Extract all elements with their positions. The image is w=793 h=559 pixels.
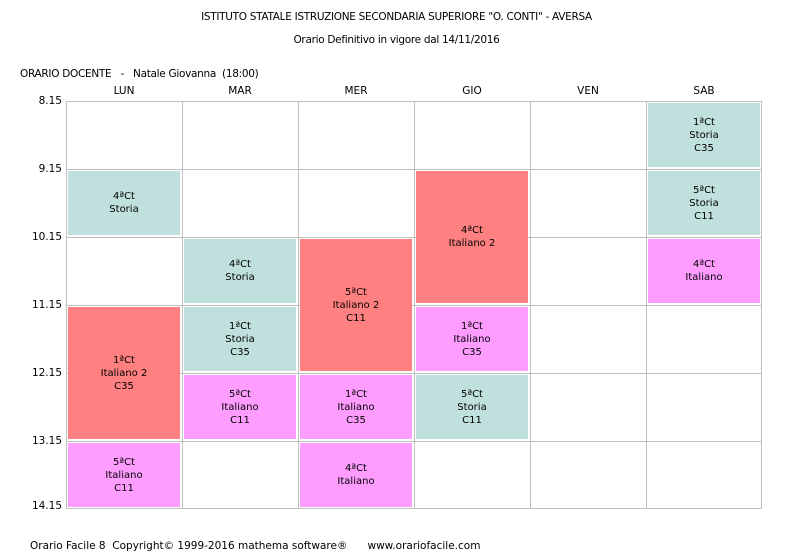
day-header-lun: LUN xyxy=(113,85,135,97)
lesson-room: C11 xyxy=(114,482,134,494)
lesson-block[interactable]: 5ªCt Italiano 2 C11 xyxy=(300,239,412,371)
lesson-class: 5ªCt xyxy=(693,184,715,196)
lesson-room: C11 xyxy=(462,414,482,426)
lesson-subject: Italiano xyxy=(453,333,491,345)
lesson-room: C35 xyxy=(346,414,366,426)
lesson-room: C11 xyxy=(694,210,714,222)
lesson-subject: Storia xyxy=(225,272,255,283)
lesson-class: 4ªCt xyxy=(229,259,251,270)
footer-copyright: Orario Facile 8 Copyright© 1999-2016 mat… xyxy=(30,540,481,552)
day-header-sab: SAB xyxy=(693,85,715,97)
time-label: 10.15 xyxy=(31,231,62,243)
time-label: 8.15 xyxy=(38,95,62,107)
lesson-room: C35 xyxy=(694,142,714,154)
lesson-block[interactable]: 1ªCt Storia C35 xyxy=(184,307,296,371)
teacher-heading: ORARIO DOCENTE - Natale Giovanna (18:00) xyxy=(20,68,259,80)
day-header-gio: GIO xyxy=(462,85,482,97)
lesson-class: 5ªCt xyxy=(345,286,367,298)
lesson-class: 1ªCt xyxy=(113,354,135,366)
lesson-room: C11 xyxy=(230,414,250,426)
lesson-subject: Italiano xyxy=(685,272,723,283)
lesson-subject: Storia xyxy=(109,204,139,215)
lesson-block[interactable]: 1ªCt Italiano 2 C35 xyxy=(68,307,180,439)
lesson-room: C35 xyxy=(114,380,134,392)
time-label: 13.15 xyxy=(31,435,62,447)
lesson-subject: Italiano 2 xyxy=(332,299,380,311)
lesson-block[interactable]: 5ªCt Storia C11 xyxy=(416,375,528,439)
lesson-block[interactable]: 1ªCt Storia C35 xyxy=(648,103,760,167)
lesson-block[interactable]: 4ªCt Italiano xyxy=(300,443,412,507)
lesson-subject: Italiano xyxy=(105,469,143,481)
lesson-block[interactable]: 4ªCt Storia xyxy=(68,171,180,235)
grid-row-divider xyxy=(67,373,761,374)
lesson-class: 4ªCt xyxy=(345,463,367,474)
lesson-subject: Italiano xyxy=(337,401,375,413)
grid-row-divider xyxy=(67,237,761,238)
lesson-class: 5ªCt xyxy=(461,388,483,400)
time-label: 12.15 xyxy=(31,367,62,379)
lesson-room: C11 xyxy=(346,312,366,324)
lesson-block[interactable]: 5ªCt Storia C11 xyxy=(648,171,760,235)
lesson-class: 1ªCt xyxy=(693,116,715,128)
schedule-subtitle: Orario Definitivo in vigore dal 14/11/20… xyxy=(293,34,500,46)
lesson-class: 4ªCt xyxy=(113,191,135,202)
lesson-subject: Storia xyxy=(689,129,719,141)
lesson-class: 4ªCt xyxy=(693,259,715,270)
timetable-grid: 4ªCt Storia 1ªCt Italiano 2 C35 5ªCt Italiano C… xyxy=(66,101,762,509)
lesson-class: 1ªCt xyxy=(461,320,483,332)
day-header-ven: VEN xyxy=(577,85,599,97)
lesson-block[interactable]: 5ªCt Italiano C11 xyxy=(184,375,296,439)
lesson-subject: Italiano 2 xyxy=(100,367,148,379)
lesson-subject: Italiano 2 xyxy=(448,238,496,249)
grid-row-divider xyxy=(67,441,761,442)
lesson-subject: Storia xyxy=(689,197,719,209)
lesson-class: 1ªCt xyxy=(345,388,367,400)
grid-row-divider xyxy=(67,169,761,170)
lesson-class: 1ªCt xyxy=(229,320,251,332)
lesson-subject: Storia xyxy=(225,333,255,345)
day-header-mer: MER xyxy=(344,85,368,97)
lesson-room: C35 xyxy=(462,346,482,358)
lesson-class: 5ªCt xyxy=(229,388,251,400)
lesson-subject: Italiano xyxy=(221,401,259,413)
lesson-block[interactable]: 5ªCt Italiano C11 xyxy=(68,443,180,507)
lesson-block[interactable]: 1ªCt Italiano C35 xyxy=(300,375,412,439)
lesson-block[interactable]: 4ªCt Storia xyxy=(184,239,296,303)
day-header-mar: MAR xyxy=(228,85,252,97)
lesson-block[interactable]: 4ªCt Italiano 2 xyxy=(416,171,528,303)
grid-row-divider xyxy=(67,305,761,306)
lesson-subject: Italiano xyxy=(337,476,375,487)
time-label: 14.15 xyxy=(31,500,62,512)
lesson-class: 4ªCt xyxy=(461,225,483,236)
lesson-class: 5ªCt xyxy=(113,456,135,468)
school-title: ISTITUTO STATALE ISTRUZIONE SECONDARIA S… xyxy=(201,11,592,23)
lesson-subject: Storia xyxy=(457,401,487,413)
lesson-block[interactable]: 1ªCt Italiano C35 xyxy=(416,307,528,371)
time-label: 11.15 xyxy=(31,299,62,311)
lesson-block[interactable]: 4ªCt Italiano xyxy=(648,239,760,303)
lesson-room: C35 xyxy=(230,346,250,358)
time-label: 9.15 xyxy=(38,163,62,175)
